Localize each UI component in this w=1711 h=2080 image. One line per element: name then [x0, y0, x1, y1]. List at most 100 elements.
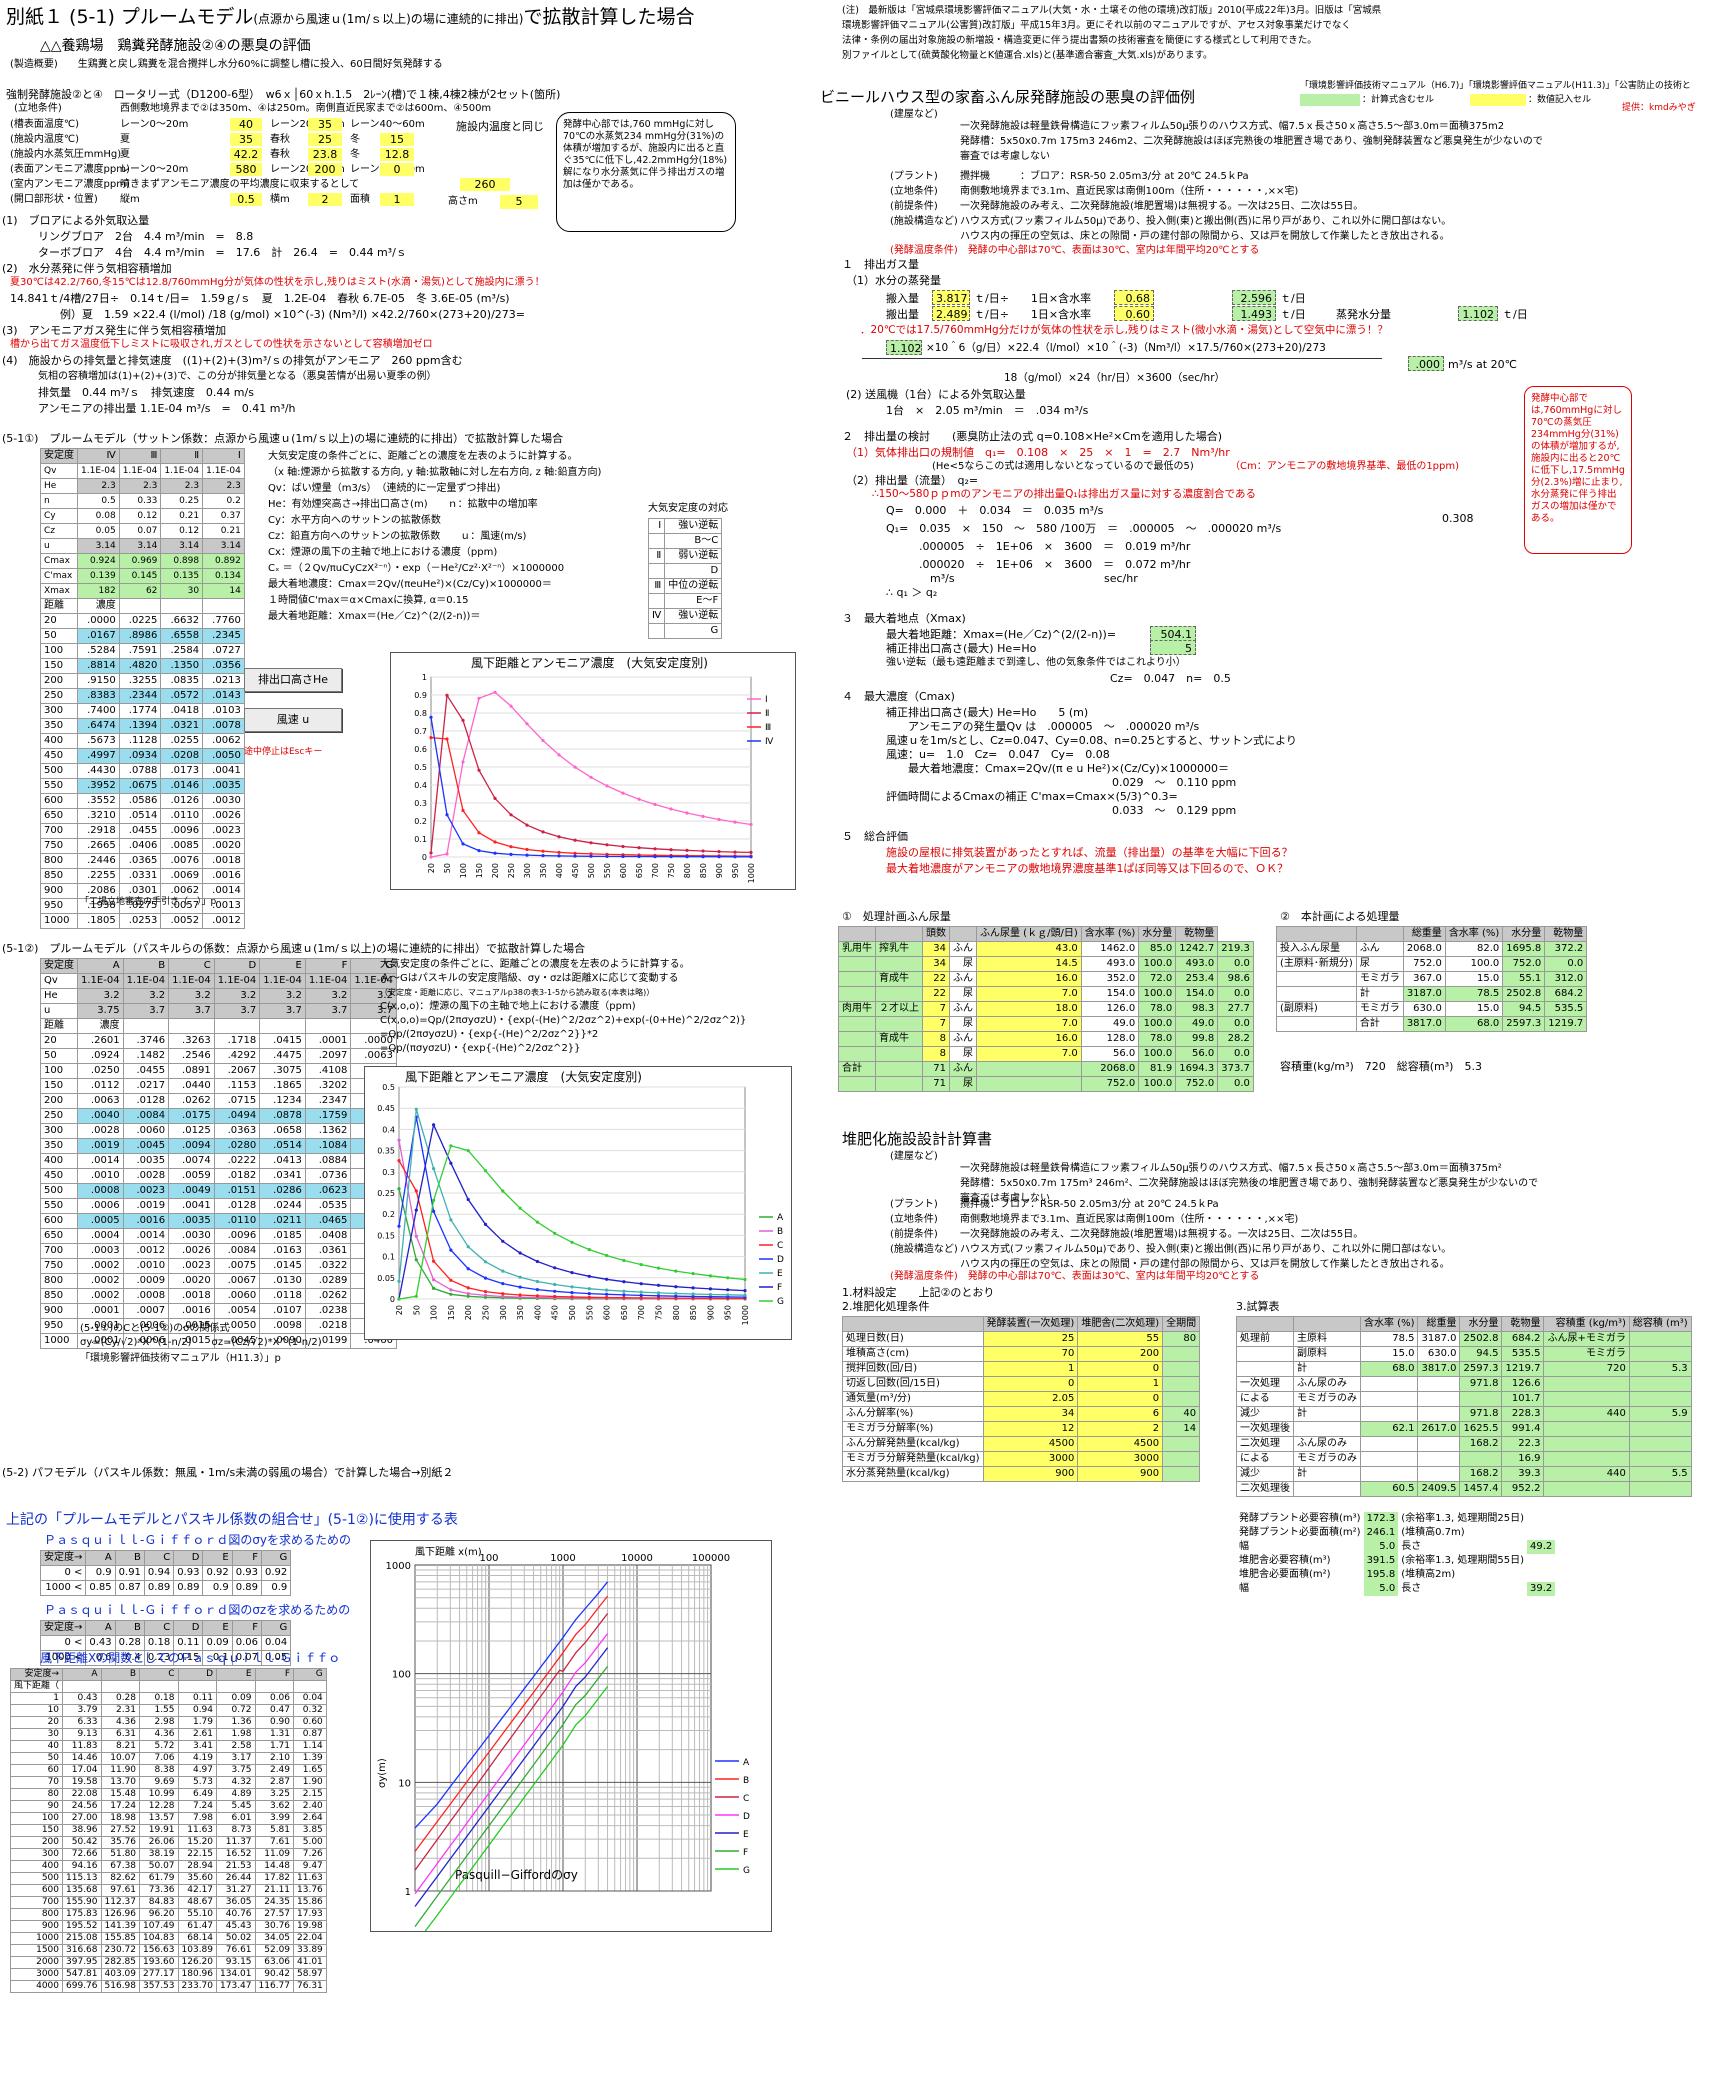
- condition-value-2[interactable]: 23.8: [308, 148, 342, 161]
- data-point: [570, 1285, 574, 1289]
- pgt3-cell: 2.98: [139, 1716, 179, 1729]
- condition-value-3[interactable]: 0: [380, 163, 414, 176]
- pgt3-cell: 2000: [9, 1956, 64, 1969]
- data-point: [483, 1222, 488, 1226]
- data-point: [605, 1253, 609, 1258]
- pgt3-cell: 21.53: [216, 1860, 256, 1873]
- series-line-G: [398, 1145, 746, 1300]
- trial-cell: 1625.5: [1459, 1421, 1503, 1437]
- in-value[interactable]: 3.817: [932, 290, 970, 305]
- out-water[interactable]: 0.60: [1114, 306, 1154, 321]
- trial-cell: 62.1: [1359, 1421, 1419, 1437]
- data-point: [449, 1278, 453, 1282]
- condition-value-2[interactable]: 200: [308, 163, 342, 176]
- data-point: [622, 1289, 626, 1293]
- condition-value-1[interactable]: 40: [230, 118, 262, 131]
- stability-cell: G: [664, 623, 723, 639]
- condition-value-1[interactable]: 580: [230, 163, 262, 176]
- condition-value-1[interactable]: 260: [460, 178, 510, 191]
- cmax-2: アンモニアの発生量Qv は .000005 ～ .000020 m³/s: [908, 720, 1200, 733]
- trial-cell: 減少: [1236, 1406, 1294, 1422]
- pgt1-cell: 0.93: [231, 1565, 262, 1581]
- manure-cell: 1462.0: [1080, 941, 1140, 957]
- process-row: (主原料･新規分) 尿 752.0 100.0 752.0 0.0: [1276, 956, 1588, 972]
- pgt2-cell: A: [85, 1620, 116, 1636]
- condition-value-1[interactable]: 42.2: [230, 148, 262, 161]
- data-point: [477, 831, 481, 835]
- stability-cell: [647, 533, 666, 549]
- t1-cell: Ⅰ: [202, 448, 245, 464]
- condition-value-1[interactable]: 0.5: [230, 193, 262, 206]
- height-value[interactable]: 5: [500, 195, 538, 209]
- manure-cell: 0.0: [1217, 1046, 1254, 1062]
- t1-cell: .0675: [118, 778, 162, 794]
- condition-value-3[interactable]: 施設内温度と同じ: [456, 120, 544, 133]
- section-3-note: 槽から出てガス温度低下しミストに吸収され,ガスとしての性状を示さないとして容積増…: [10, 339, 433, 350]
- t1-row: Cmax 0.924 0.969 0.898 0.892: [40, 553, 245, 569]
- t2-cell: .0060: [213, 1288, 261, 1304]
- condition-value-3[interactable]: 1: [380, 193, 414, 206]
- data-point: [466, 1294, 470, 1298]
- t1-cell: 20: [40, 613, 78, 629]
- trial-cell: ふん尿のみ: [1293, 1376, 1361, 1392]
- pgt1-cell: 1000 <: [39, 1580, 87, 1596]
- t1-cell: .2345: [202, 628, 245, 644]
- req-cell: 246.1: [1363, 1526, 1399, 1540]
- manure-cell: 100.0: [1138, 1046, 1177, 1062]
- t1-cell: 0.12: [160, 523, 204, 539]
- data-point: [622, 1258, 626, 1263]
- data-point: [535, 1279, 539, 1284]
- condition-value-2[interactable]: 25: [308, 133, 342, 146]
- data-point: [432, 1278, 436, 1282]
- stability-row: B～C: [647, 533, 723, 549]
- data-point: [605, 854, 609, 858]
- pgt2-cell: 0 <: [39, 1635, 87, 1651]
- pgt3-cell: 11.09: [254, 1848, 295, 1861]
- x-tick-label: 950: [724, 1305, 733, 1320]
- pgt2-cell: B: [114, 1620, 145, 1636]
- manure-cell: 99.8: [1175, 1031, 1219, 1047]
- pgt3-cell: 12.28: [139, 1800, 179, 1813]
- condition-value-3[interactable]: 15: [380, 133, 414, 146]
- data-point: [639, 1290, 643, 1294]
- pgt3-cell: 126.96: [100, 1908, 141, 1921]
- condition-value-2[interactable]: 35: [308, 118, 342, 131]
- evap-label: 蒸発水分量: [1336, 308, 1391, 321]
- process-row: 計 3187.0 78.5 2502.8 684.2: [1276, 986, 1588, 1002]
- cond-cell: 堆積高さ(cm): [842, 1346, 984, 1362]
- condition-value-2[interactable]: 2: [308, 193, 342, 206]
- t1-cell: 250: [40, 688, 78, 704]
- in-water[interactable]: 0.68: [1114, 290, 1154, 305]
- cmax-8: 0.033 ～ 0.129 ppm: [1112, 804, 1237, 817]
- cond-cell: 全期間: [1162, 1316, 1201, 1332]
- pgt3-cell: 1500: [9, 1944, 64, 1957]
- t1-cell: .0586: [118, 793, 162, 809]
- data-point: [570, 1295, 574, 1299]
- pgt3-cell: 14.46: [62, 1752, 102, 1765]
- process-cell: (主原料･新規分): [1276, 956, 1357, 972]
- x-tick-label: 950: [731, 863, 740, 878]
- trial-cell: 630.0: [1417, 1346, 1461, 1362]
- x-tick-label: 650: [620, 1305, 629, 1320]
- t2-cell: .0145: [259, 1258, 306, 1274]
- data-point: [477, 849, 481, 853]
- wind-speed-button[interactable]: 風速 u: [244, 708, 342, 732]
- plume1-title: (5-1①) プルームモデル（サットン係数：点源から風速ｕ(1m/ｓ以上)の場に…: [2, 432, 564, 445]
- data-point: [637, 854, 641, 859]
- pgt3-row: 3000 547.81 403.09 277.17 180.96 134.01 90.42 5…: [9, 1968, 327, 1981]
- data-point: [397, 1159, 401, 1163]
- pgt3-cell: 4.32: [216, 1776, 256, 1789]
- pgt3-cell: 0.28: [100, 1692, 141, 1705]
- t1-row: 400.5673.1128.0255.0062: [40, 733, 245, 749]
- he-button[interactable]: 排出口高さHe: [244, 668, 342, 692]
- trial-cell: 39.3: [1501, 1466, 1545, 1482]
- req-cell: (余裕率1.3, 処理期間55日): [1401, 1555, 1524, 1566]
- mist-note: ．20℃では17.5/760mmHg分だけが気体の性状を示し,残りはミスト(微小…: [860, 324, 1388, 336]
- condition-value-1[interactable]: 35: [230, 133, 262, 146]
- pgt3-cell: A: [62, 1668, 102, 1681]
- req-row: 幅 5.0 長さ 39.2: [1236, 1582, 1556, 1596]
- out-value[interactable]: 2.489: [932, 306, 970, 321]
- condition-value-3[interactable]: 12.8: [380, 148, 414, 161]
- t2-cell: 50: [40, 1048, 78, 1064]
- pg-sigma-y-coeff-table: 安定度→ A B C D E F G 0 <0.9 0.91 0.94 0.93 0.92 0.93 0.9…: [39, 1550, 292, 1596]
